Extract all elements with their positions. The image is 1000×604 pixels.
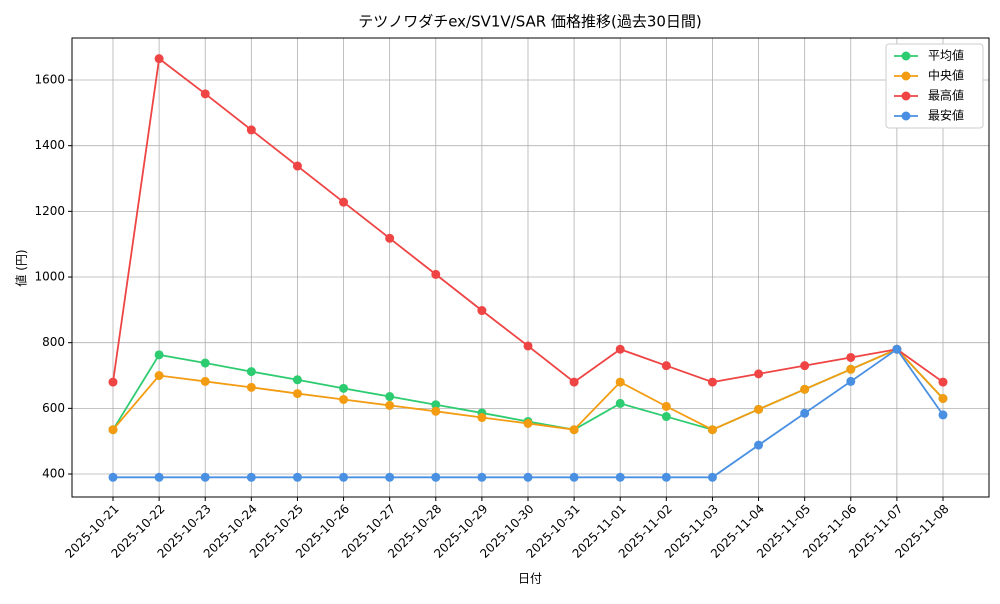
chart-title: テツノワダチex/SV1V/SAR 価格推移(過去30日間)	[358, 13, 702, 31]
data-point	[431, 269, 441, 279]
legend-label: 中央値	[928, 68, 964, 83]
data-point	[385, 392, 395, 402]
legend-label: 平均値	[928, 48, 964, 63]
data-point	[661, 361, 671, 371]
data-point	[200, 89, 210, 99]
data-point	[661, 472, 671, 482]
legend-label: 最高値	[928, 88, 964, 103]
data-point	[846, 376, 856, 386]
data-point	[938, 410, 948, 420]
data-point	[246, 125, 256, 135]
data-point	[846, 364, 856, 374]
data-point	[200, 358, 210, 368]
data-point	[246, 367, 256, 377]
data-point	[615, 344, 625, 354]
data-point	[615, 377, 625, 387]
data-point	[339, 197, 349, 207]
data-point	[615, 398, 625, 408]
data-point	[246, 472, 256, 482]
data-point	[154, 350, 164, 360]
data-point	[154, 371, 164, 381]
data-point	[569, 425, 579, 435]
y-tick-label: 1400	[34, 138, 65, 152]
data-point	[661, 412, 671, 422]
data-point	[800, 384, 810, 394]
data-point	[707, 377, 717, 387]
data-point	[200, 472, 210, 482]
data-point	[292, 472, 302, 482]
data-point	[754, 369, 764, 379]
data-point	[707, 472, 717, 482]
data-point	[431, 472, 441, 482]
data-point	[108, 472, 118, 482]
data-point	[754, 404, 764, 414]
legend-marker	[901, 51, 911, 61]
data-point	[200, 376, 210, 386]
data-point	[846, 352, 856, 362]
legend-marker	[901, 91, 911, 101]
legend-box	[885, 43, 984, 129]
data-point	[108, 425, 118, 435]
y-tick-label: 600	[42, 401, 65, 415]
y-tick-label: 400	[42, 467, 65, 481]
plot-frame	[71, 37, 990, 498]
data-point	[292, 389, 302, 399]
data-point	[108, 377, 118, 387]
data-point	[385, 400, 395, 410]
data-point	[246, 382, 256, 392]
data-point	[339, 383, 349, 393]
data-point	[154, 54, 164, 64]
legend-label: 最安値	[928, 108, 964, 123]
data-point	[892, 344, 902, 354]
y-tick-label: 1600	[34, 73, 65, 87]
y-tick-label: 800	[42, 335, 65, 349]
y-tick-label: 1200	[34, 204, 65, 218]
data-point	[754, 440, 764, 450]
data-point	[938, 394, 948, 404]
data-point	[707, 425, 717, 435]
legend-marker	[901, 111, 911, 121]
data-point	[431, 400, 441, 410]
data-point	[292, 375, 302, 385]
data-point	[523, 341, 533, 351]
data-point	[477, 306, 487, 316]
data-point	[800, 408, 810, 418]
data-point	[339, 394, 349, 404]
data-point	[385, 472, 395, 482]
data-point	[523, 418, 533, 428]
data-point	[569, 377, 579, 387]
y-tick-label: 1000	[34, 270, 65, 284]
y-axis-label: 値 (円)	[14, 249, 29, 286]
data-point	[385, 233, 395, 243]
data-point	[339, 472, 349, 482]
data-point	[431, 406, 441, 416]
data-point	[661, 401, 671, 411]
legend-marker	[901, 71, 911, 81]
data-point	[569, 472, 579, 482]
data-point	[477, 472, 487, 482]
x-axis-label: 日付	[518, 572, 542, 586]
data-point	[938, 377, 948, 387]
data-point	[477, 413, 487, 423]
data-point	[800, 361, 810, 371]
data-point	[523, 472, 533, 482]
data-point	[615, 472, 625, 482]
data-point	[292, 161, 302, 171]
data-point	[154, 472, 164, 482]
